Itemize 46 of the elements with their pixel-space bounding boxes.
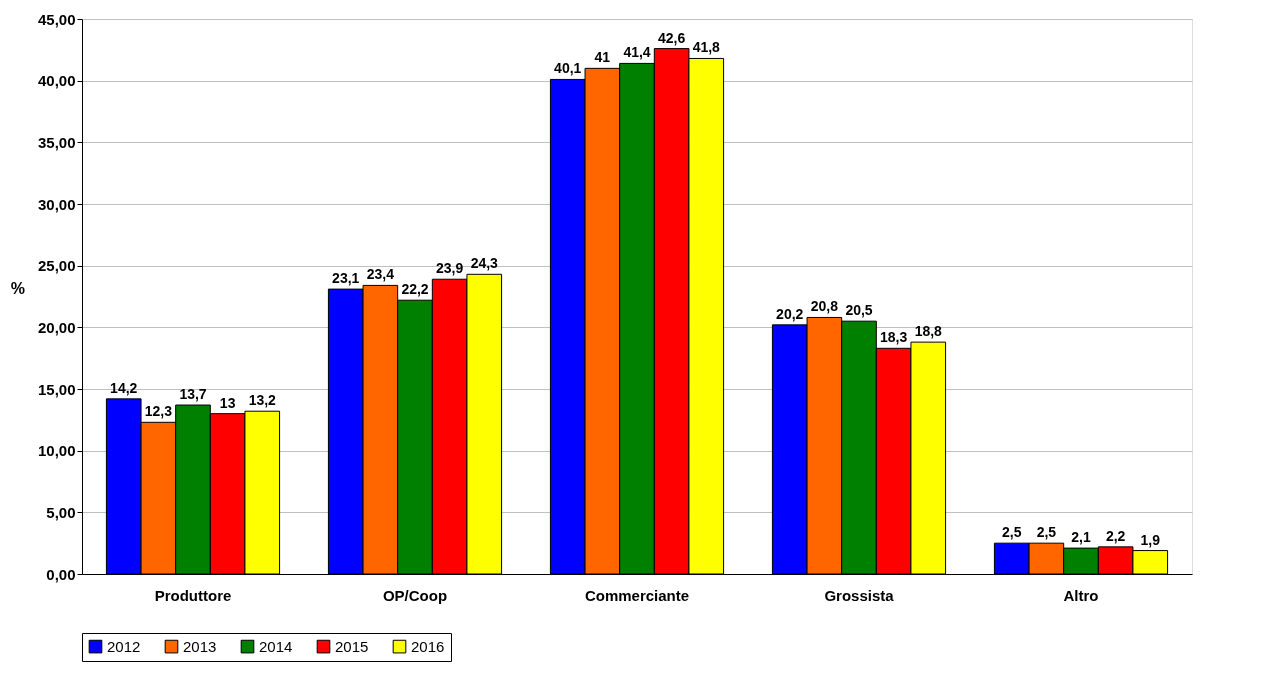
data-label: 18,3 (880, 329, 908, 346)
data-label: 40,1 (554, 60, 582, 77)
x-tick-label: OP/Coop (382, 586, 448, 604)
data-label: 2,5 (1002, 524, 1022, 541)
data-label: 12,3 (144, 403, 173, 420)
data-label: 23,4 (366, 266, 395, 283)
data-label: 22,2 (401, 281, 429, 298)
data-label: 41,4 (623, 44, 651, 61)
data-label: 20,5 (845, 302, 873, 319)
legend-label: 2013 (183, 637, 217, 655)
data-label: 23,9 (436, 260, 464, 277)
y-tick-label: 30,00 (37, 195, 76, 213)
data-label: 13,7 (179, 386, 207, 403)
x-tick-label: Produttore (154, 586, 232, 604)
data-label: 18,8 (914, 323, 943, 340)
data-label: 14,2 (110, 379, 138, 396)
x-tick-label: Grossista (824, 586, 895, 604)
legend-label: 2015 (335, 637, 369, 655)
y-tick-label: 25,00 (37, 257, 76, 275)
data-label: 20,2 (776, 305, 804, 322)
data-label: 13,2 (248, 392, 277, 409)
data-label: 41,8 (692, 39, 721, 56)
y-tick-label: 40,00 (37, 72, 76, 90)
data-label: 41 (594, 49, 611, 66)
data-label: 23,1 (332, 270, 360, 287)
legend-label: 2012 (107, 637, 141, 655)
y-tick-label: 35,00 (37, 133, 76, 151)
y-tick-label: 10,00 (37, 442, 76, 460)
legend-label: 2014 (259, 637, 293, 655)
data-label: 2,5 (1036, 524, 1057, 541)
data-label: 42,6 (658, 29, 686, 46)
data-label: 1,9 (1140, 531, 1161, 548)
y-tick-label: 0,00 (46, 565, 76, 583)
data-label: 13 (219, 394, 236, 411)
y-tick-label: 20,00 (37, 318, 76, 336)
data-label: 24,3 (470, 255, 499, 272)
data-label: 2,1 (1071, 529, 1091, 546)
x-tick-label: Altro (1063, 586, 1099, 604)
data-label: 2,2 (1105, 527, 1126, 544)
data-label: 20,8 (810, 298, 839, 315)
y-tick-label: 5,00 (46, 503, 76, 521)
legend-label: 2016 (411, 637, 445, 655)
x-tick-label: Commerciante (584, 586, 690, 604)
y-tick-label: 15,00 (37, 380, 76, 398)
y-axis-title: % (10, 280, 26, 297)
y-tick-label: 45,00 (37, 10, 76, 28)
